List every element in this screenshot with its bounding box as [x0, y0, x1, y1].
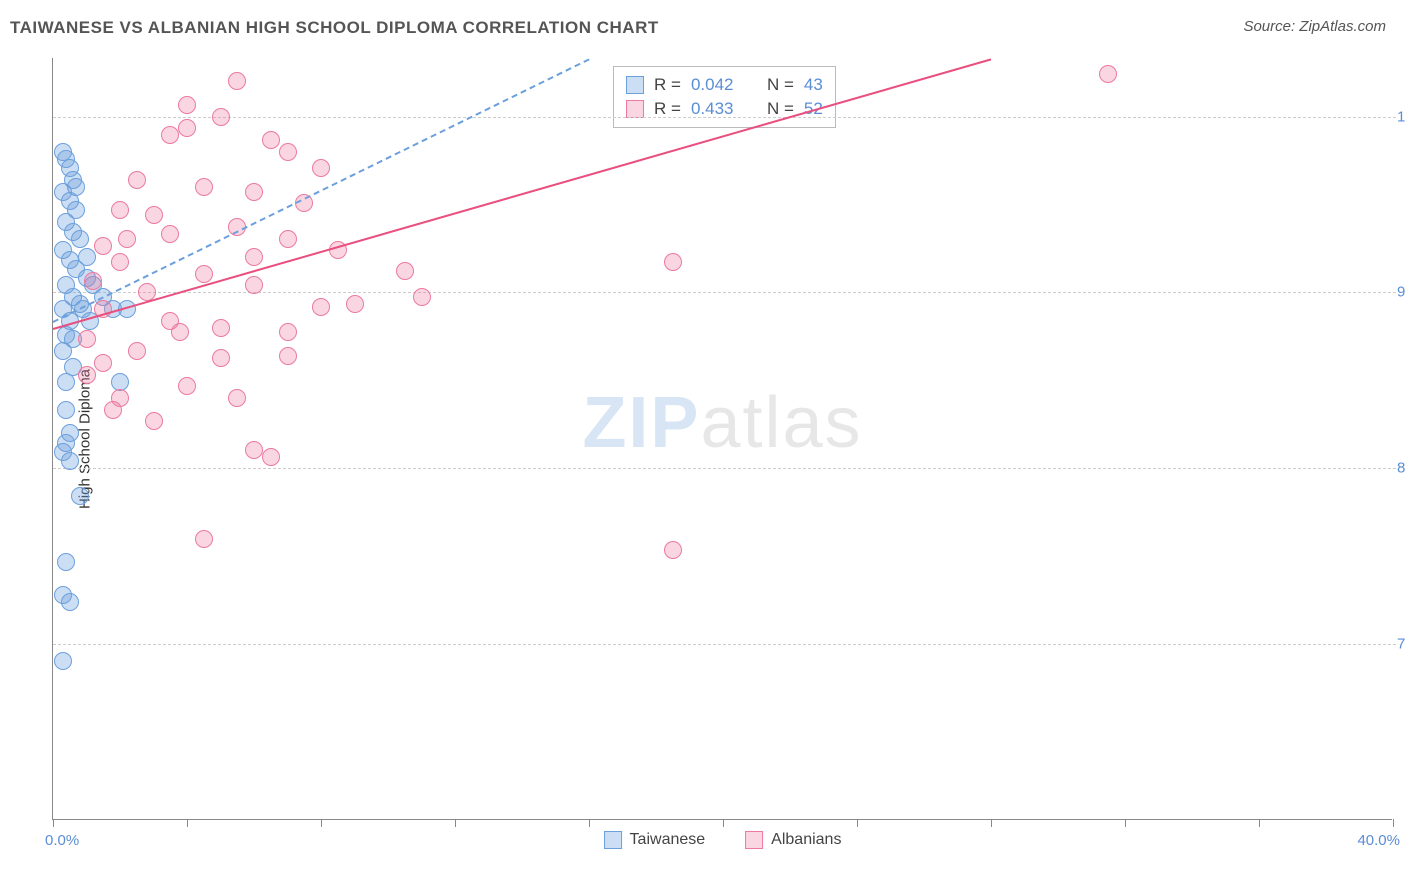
x-tick [991, 819, 992, 827]
data-point [171, 323, 189, 341]
data-point [195, 265, 213, 283]
watermark-zip: ZIP [582, 383, 700, 463]
data-point [279, 323, 297, 341]
series-legend-item: Taiwanese [604, 831, 706, 849]
trend-line [53, 58, 590, 322]
gridline [53, 468, 1396, 469]
data-point [67, 178, 85, 196]
data-point [71, 230, 89, 248]
watermark: ZIPatlas [582, 382, 862, 464]
n-label: N = [767, 75, 794, 95]
data-point [94, 237, 112, 255]
data-point [228, 389, 246, 407]
data-point [664, 253, 682, 271]
data-point [61, 593, 79, 611]
data-point [396, 262, 414, 280]
data-point [212, 108, 230, 126]
data-point [245, 276, 263, 294]
data-point [279, 347, 297, 365]
correlation-legend: R = 0.042N = 43R = 0.433N = 52 [613, 66, 836, 128]
r-value: 0.042 [691, 75, 749, 95]
y-tick-label: 85.0% [1397, 460, 1406, 477]
x-tick [321, 819, 322, 827]
x-tick [857, 819, 858, 827]
chart-header: TAIWANESE VS ALBANIAN HIGH SCHOOL DIPLOM… [10, 18, 1396, 48]
y-tick-label: 100.0% [1397, 108, 1406, 125]
data-point [178, 377, 196, 395]
data-point [346, 295, 364, 313]
series-name: Taiwanese [630, 831, 706, 849]
scatter-chart: High School Diploma ZIPatlas 0.0% 40.0% … [52, 58, 1392, 820]
data-point [279, 230, 297, 248]
data-point [78, 330, 96, 348]
data-point [104, 401, 122, 419]
y-tick-label: 77.5% [1397, 636, 1406, 653]
data-point [94, 354, 112, 372]
chart-title: TAIWANESE VS ALBANIAN HIGH SCHOOL DIPLOM… [10, 18, 659, 37]
data-point [161, 225, 179, 243]
legend-swatch [604, 831, 622, 849]
gridline [53, 644, 1396, 645]
data-point [178, 119, 196, 137]
data-point [78, 366, 96, 384]
gridline [53, 117, 1396, 118]
data-point [195, 178, 213, 196]
data-point [57, 373, 75, 391]
x-tick [187, 819, 188, 827]
data-point [145, 412, 163, 430]
data-point [111, 201, 129, 219]
data-point [245, 441, 263, 459]
data-point [71, 487, 89, 505]
data-point [212, 319, 230, 337]
data-point [664, 541, 682, 559]
data-point [262, 448, 280, 466]
legend-swatch [745, 831, 763, 849]
x-axis-min-label: 0.0% [45, 832, 79, 849]
data-point [228, 72, 246, 90]
data-point [111, 253, 129, 271]
data-point [312, 159, 330, 177]
x-tick [53, 819, 54, 827]
data-point [161, 126, 179, 144]
x-tick [1393, 819, 1394, 827]
data-point [245, 183, 263, 201]
data-point [245, 248, 263, 266]
legend-swatch [626, 76, 644, 94]
series-legend: Taiwanese Albanians [604, 831, 842, 849]
legend-swatch [626, 100, 644, 118]
data-point [128, 342, 146, 360]
data-point [145, 206, 163, 224]
series-name: Albanians [771, 831, 841, 849]
x-tick [455, 819, 456, 827]
data-point [57, 401, 75, 419]
data-point [61, 452, 79, 470]
x-tick [723, 819, 724, 827]
data-point [413, 288, 431, 306]
correlation-legend-row: R = 0.042 N = 43 [626, 73, 823, 97]
data-point [57, 553, 75, 571]
x-axis-max-label: 40.0% [1357, 832, 1400, 849]
data-point [262, 131, 280, 149]
r-label: R = [654, 75, 681, 95]
data-point [54, 652, 72, 670]
data-point [312, 298, 330, 316]
data-point [279, 143, 297, 161]
source-label: Source: ZipAtlas.com [1243, 18, 1386, 35]
data-point [111, 373, 129, 391]
data-point [78, 248, 96, 266]
x-tick [589, 819, 590, 827]
data-point [1099, 65, 1117, 83]
x-tick [1259, 819, 1260, 827]
x-tick [1125, 819, 1126, 827]
y-tick-label: 92.5% [1397, 284, 1406, 301]
data-point [118, 230, 136, 248]
data-point [128, 171, 146, 189]
data-point [84, 272, 102, 290]
n-value: 43 [804, 75, 823, 95]
data-point [212, 349, 230, 367]
watermark-atlas: atlas [700, 383, 862, 463]
data-point [195, 530, 213, 548]
data-point [178, 96, 196, 114]
series-legend-item: Albanians [745, 831, 841, 849]
